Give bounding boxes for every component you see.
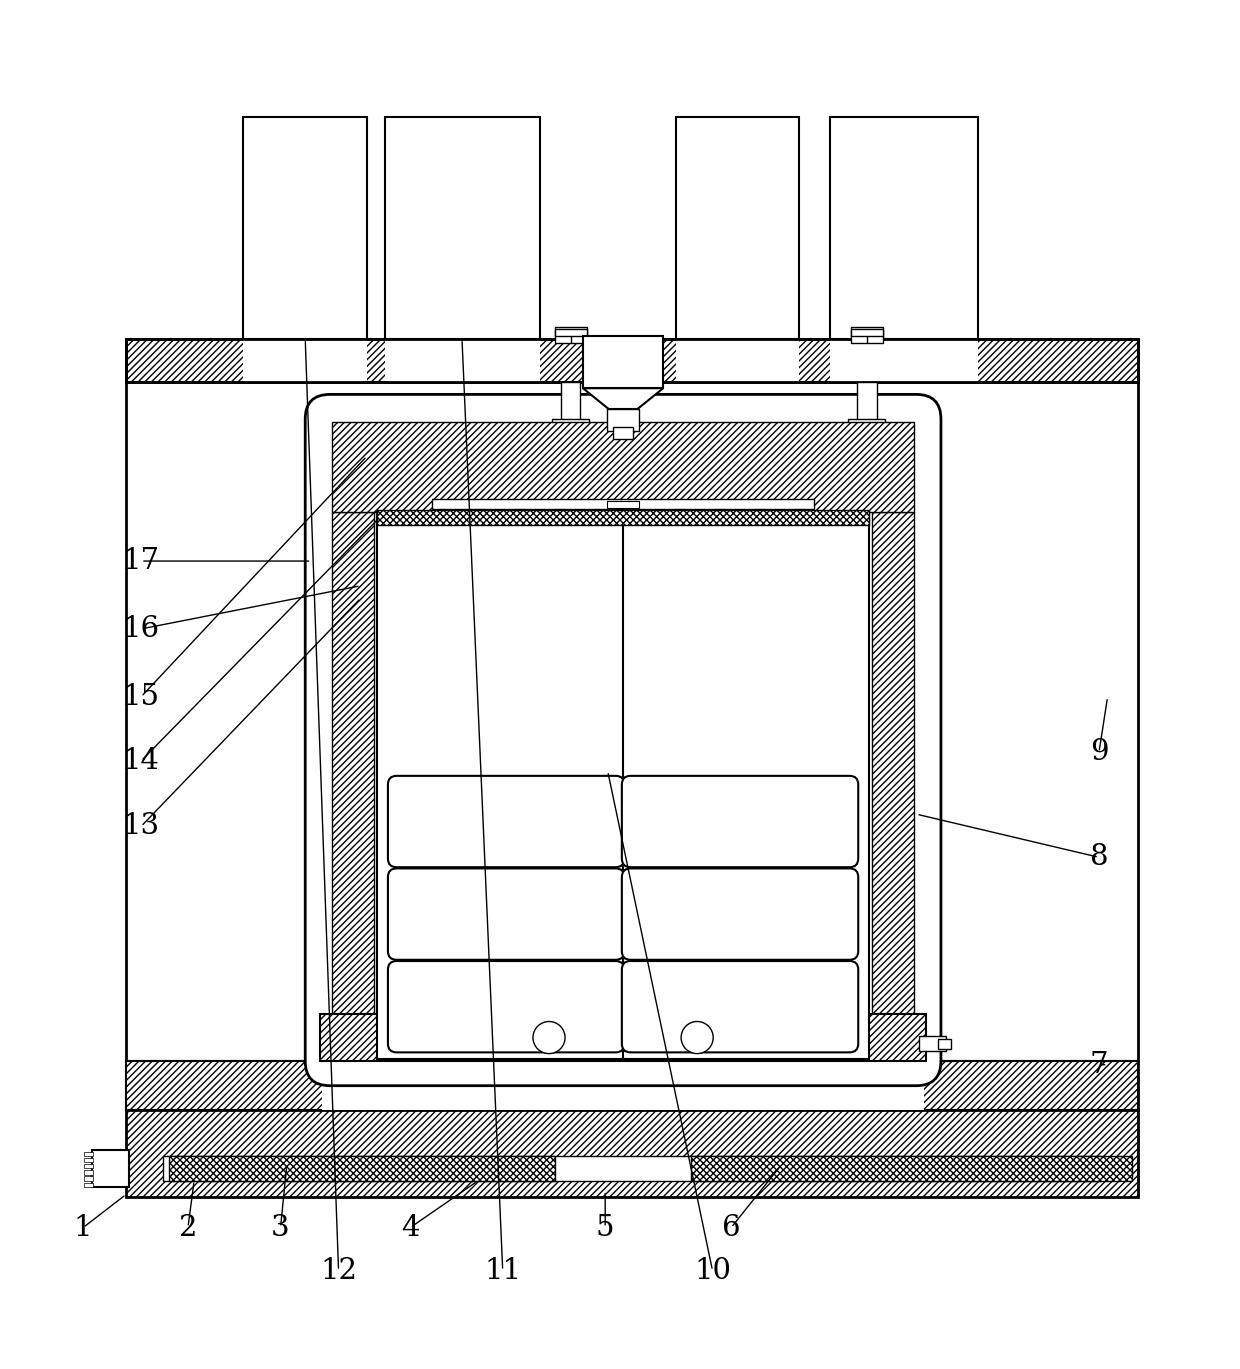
Bar xyxy=(676,340,799,382)
Text: 16: 16 xyxy=(123,615,160,643)
FancyBboxPatch shape xyxy=(305,394,941,1086)
Bar xyxy=(84,1164,93,1168)
Bar xyxy=(554,329,587,337)
Bar xyxy=(554,327,587,342)
Text: 8: 8 xyxy=(1090,843,1109,871)
Bar xyxy=(84,1158,93,1162)
Bar xyxy=(583,337,663,389)
Text: 4: 4 xyxy=(401,1214,419,1242)
Circle shape xyxy=(533,1021,565,1054)
Text: 10: 10 xyxy=(694,1257,732,1285)
Bar xyxy=(608,501,639,508)
Bar xyxy=(919,1036,946,1051)
Bar xyxy=(332,512,374,1058)
Bar xyxy=(320,1014,926,1061)
Bar xyxy=(608,409,639,431)
Polygon shape xyxy=(583,389,663,412)
Text: 17: 17 xyxy=(123,548,160,575)
Bar xyxy=(377,511,869,526)
Bar xyxy=(126,340,1138,1110)
Bar xyxy=(92,1150,129,1187)
Bar xyxy=(243,340,367,382)
Bar xyxy=(322,1061,924,1110)
FancyBboxPatch shape xyxy=(388,961,624,1053)
Text: 14: 14 xyxy=(123,747,160,775)
Bar xyxy=(851,327,883,342)
Bar xyxy=(614,427,632,439)
Bar xyxy=(830,340,978,382)
Bar xyxy=(830,116,978,340)
Bar xyxy=(857,382,877,431)
Circle shape xyxy=(681,1021,713,1054)
Bar xyxy=(377,512,869,1058)
Bar xyxy=(872,512,914,1058)
FancyBboxPatch shape xyxy=(621,776,858,867)
Text: 2: 2 xyxy=(179,1214,197,1242)
Bar xyxy=(609,409,637,426)
Bar xyxy=(164,1155,1101,1180)
Bar xyxy=(84,1151,93,1155)
Text: 3: 3 xyxy=(272,1214,290,1242)
Text: 1: 1 xyxy=(73,1214,92,1242)
Bar xyxy=(386,340,539,382)
Bar xyxy=(332,422,914,512)
Bar xyxy=(939,1039,951,1049)
FancyBboxPatch shape xyxy=(621,868,858,960)
Bar xyxy=(84,1170,93,1175)
Bar xyxy=(84,1183,93,1187)
Bar xyxy=(691,1155,1132,1180)
Text: 11: 11 xyxy=(485,1257,521,1285)
Text: 7: 7 xyxy=(1090,1051,1109,1079)
Bar xyxy=(84,1176,93,1180)
Bar xyxy=(560,382,580,431)
Text: 6: 6 xyxy=(722,1214,740,1242)
Bar xyxy=(676,116,799,340)
Bar xyxy=(552,419,589,434)
Bar xyxy=(433,500,813,509)
Bar xyxy=(386,116,539,340)
Text: 12: 12 xyxy=(320,1257,357,1285)
Bar xyxy=(126,1110,1138,1197)
Bar xyxy=(126,340,1138,382)
Bar xyxy=(848,419,885,434)
Text: 15: 15 xyxy=(123,683,160,711)
Bar xyxy=(851,329,883,337)
Text: 5: 5 xyxy=(596,1214,615,1242)
FancyBboxPatch shape xyxy=(388,776,624,867)
Bar xyxy=(170,1155,556,1180)
Bar xyxy=(126,1061,1138,1110)
Text: 13: 13 xyxy=(123,812,160,841)
Text: 9: 9 xyxy=(1090,738,1109,767)
FancyBboxPatch shape xyxy=(621,961,858,1053)
FancyBboxPatch shape xyxy=(388,868,624,960)
Bar xyxy=(243,116,367,340)
